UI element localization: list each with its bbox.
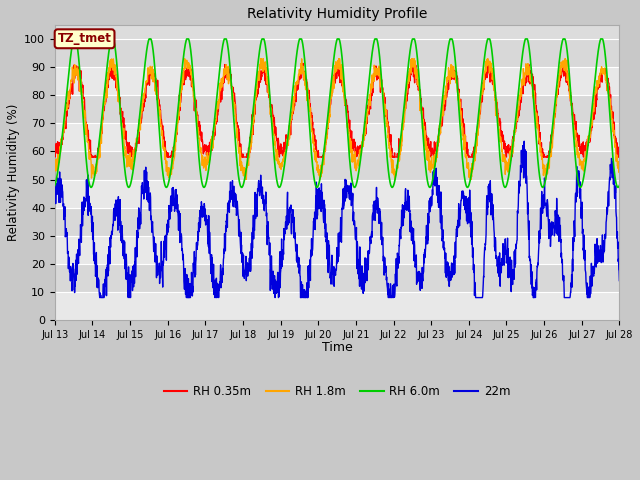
Bar [55, 236, 620, 264]
Title: Relativity Humidity Profile: Relativity Humidity Profile [247, 7, 428, 21]
Bar [55, 208, 620, 236]
Bar [55, 151, 620, 180]
Bar [55, 95, 620, 123]
Bar [55, 180, 620, 208]
Bar [55, 39, 620, 67]
Text: TZ_tmet: TZ_tmet [58, 32, 111, 45]
Legend: RH 0.35m, RH 1.8m, RH 6.0m, 22m: RH 0.35m, RH 1.8m, RH 6.0m, 22m [159, 380, 515, 403]
Bar [55, 123, 620, 151]
Y-axis label: Relativity Humidity (%): Relativity Humidity (%) [7, 104, 20, 241]
Bar [55, 67, 620, 95]
Bar [55, 264, 620, 292]
X-axis label: Time: Time [322, 341, 353, 354]
Bar [55, 292, 620, 320]
